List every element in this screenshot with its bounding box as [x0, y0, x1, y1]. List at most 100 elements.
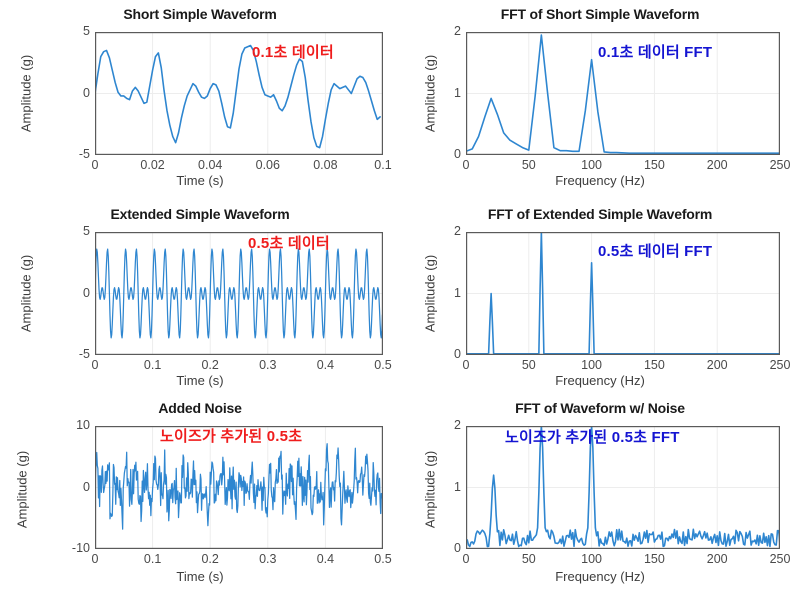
y-tick-label: 0 — [83, 85, 90, 100]
plot-area — [466, 426, 780, 549]
x-tick-label: 100 — [581, 552, 603, 566]
x-tick-label: 0.02 — [140, 158, 165, 172]
y-axis-label: Amplitude (g) — [422, 450, 438, 529]
x-tick-label: 0.2 — [201, 552, 219, 566]
data-series-line — [95, 443, 383, 530]
x-tick-label: 0 — [462, 358, 470, 372]
axes-box — [95, 426, 383, 549]
x-axis-label: Frequency (Hz) — [555, 569, 645, 584]
x-tick-label: 0 — [462, 158, 470, 172]
y-axis-label: Amplitude (g) — [422, 54, 438, 133]
y-tick-label: 5 — [83, 24, 90, 38]
y-tick-label: 0 — [454, 541, 461, 555]
y-tick-label: 2 — [454, 224, 461, 238]
x-tick-label: 0.1 — [143, 552, 162, 566]
y-axis-label: Amplitude (g) — [18, 254, 34, 333]
x-tick-label: 0.4 — [316, 358, 335, 372]
y-tick-label: -10 — [71, 541, 90, 555]
x-axis-label: Time (s) — [176, 173, 224, 188]
x-tick-label: 150 — [643, 358, 665, 372]
x-tick-label: 200 — [706, 358, 728, 372]
x-tick-label: 200 — [706, 552, 728, 566]
annotation-label: 0.1초 데이터 FFT — [598, 44, 713, 61]
x-tick-label: 250 — [769, 552, 791, 566]
axes-box — [95, 232, 383, 355]
x-tick-label: 0 — [91, 358, 99, 372]
y-tick-label: 5 — [83, 224, 90, 238]
panel-title: Added Noise — [158, 400, 242, 416]
x-tick-label: 0.08 — [313, 158, 338, 172]
y-tick-label: 1 — [454, 85, 461, 100]
data-series-line — [95, 248, 383, 339]
axes-box — [466, 32, 780, 155]
plot-area — [95, 32, 383, 155]
data-series-line — [95, 44, 381, 149]
chart-svg — [95, 426, 383, 549]
x-tick-label: 0.1 — [374, 158, 392, 172]
chart-svg — [466, 232, 780, 355]
x-tick-label: 0 — [91, 158, 99, 172]
y-tick-label: 2 — [454, 418, 461, 432]
axes-box — [466, 426, 780, 549]
y-tick-label: 1 — [454, 285, 461, 300]
y-tick-label: 0 — [454, 147, 461, 161]
y-tick-label: -5 — [78, 347, 90, 361]
y-tick-label: 0 — [454, 347, 461, 361]
data-series-line — [466, 426, 780, 548]
data-series-line — [466, 34, 780, 154]
plot-area — [95, 232, 383, 355]
annotation-label: 0.1초 데이터 — [252, 44, 334, 61]
panel-title: FFT of Waveform w/ Noise — [515, 400, 685, 416]
x-tick-label: 0.1 — [143, 358, 162, 372]
axes-box — [95, 32, 383, 155]
x-tick-label: 100 — [581, 358, 603, 372]
x-tick-label: 0 — [462, 552, 470, 566]
panel-fft-extended-simple-waveform: FFT of Extended Simple Waveform Amplitud… — [400, 196, 800, 396]
panel-fft-waveform-with-noise: FFT of Waveform w/ Noise Amplitude (g) F… — [400, 392, 800, 602]
chart-svg — [95, 32, 383, 155]
chart-svg — [466, 426, 780, 549]
panel-fft-short-simple-waveform: FFT of Short Simple Waveform Amplitude (… — [400, 0, 800, 200]
axes-box — [466, 232, 780, 355]
panel-added-noise: Added Noise Amplitude (g) Time (s) 노이즈가 … — [0, 392, 400, 602]
x-tick-label: 0.4 — [316, 552, 335, 566]
x-tick-label: 250 — [769, 358, 791, 372]
y-tick-label: 2 — [454, 24, 461, 38]
x-tick-label: 0.3 — [259, 358, 277, 372]
x-tick-label: 150 — [643, 158, 665, 172]
chart-svg — [466, 32, 780, 155]
x-tick-label: 50 — [521, 552, 536, 566]
x-tick-label: 150 — [643, 552, 665, 566]
y-tick-label: 10 — [76, 418, 90, 432]
panel-extended-simple-waveform: Extended Simple Waveform Amplitude (g) T… — [0, 196, 400, 396]
plot-area — [95, 426, 383, 549]
plot-area — [466, 32, 780, 155]
x-tick-label: 200 — [706, 158, 728, 172]
x-tick-label: 0.2 — [201, 358, 219, 372]
x-axis-label: Time (s) — [176, 373, 224, 388]
x-tick-label: 0 — [91, 552, 99, 566]
annotation-label: 노이즈가 추가된 0.5초 FFT — [505, 429, 680, 446]
panel-title: Extended Simple Waveform — [110, 206, 290, 222]
annotation-label: 노이즈가 추가된 0.5초 — [160, 428, 303, 445]
x-tick-label: 0.5 — [374, 552, 392, 566]
x-axis-label: Time (s) — [176, 569, 224, 584]
x-tick-label: 250 — [769, 158, 791, 172]
y-tick-label: 1 — [454, 479, 461, 494]
x-tick-label: 0.3 — [259, 552, 277, 566]
x-tick-label: 50 — [521, 358, 536, 372]
x-tick-label: 0.5 — [374, 358, 392, 372]
y-tick-label: -5 — [78, 147, 90, 161]
plot-area — [466, 232, 780, 355]
x-tick-label: 50 — [521, 158, 536, 172]
x-axis-label: Frequency (Hz) — [555, 173, 645, 188]
panel-title: FFT of Short Simple Waveform — [500, 6, 700, 22]
panel-title: Short Simple Waveform — [123, 6, 277, 22]
chart-svg — [95, 232, 383, 355]
y-axis-label: Amplitude (g) — [422, 254, 438, 333]
y-axis-label: Amplitude (g) — [14, 450, 30, 529]
y-tick-label: 0 — [83, 285, 90, 300]
data-series-line — [466, 232, 780, 355]
x-tick-label: 0.04 — [198, 158, 223, 172]
